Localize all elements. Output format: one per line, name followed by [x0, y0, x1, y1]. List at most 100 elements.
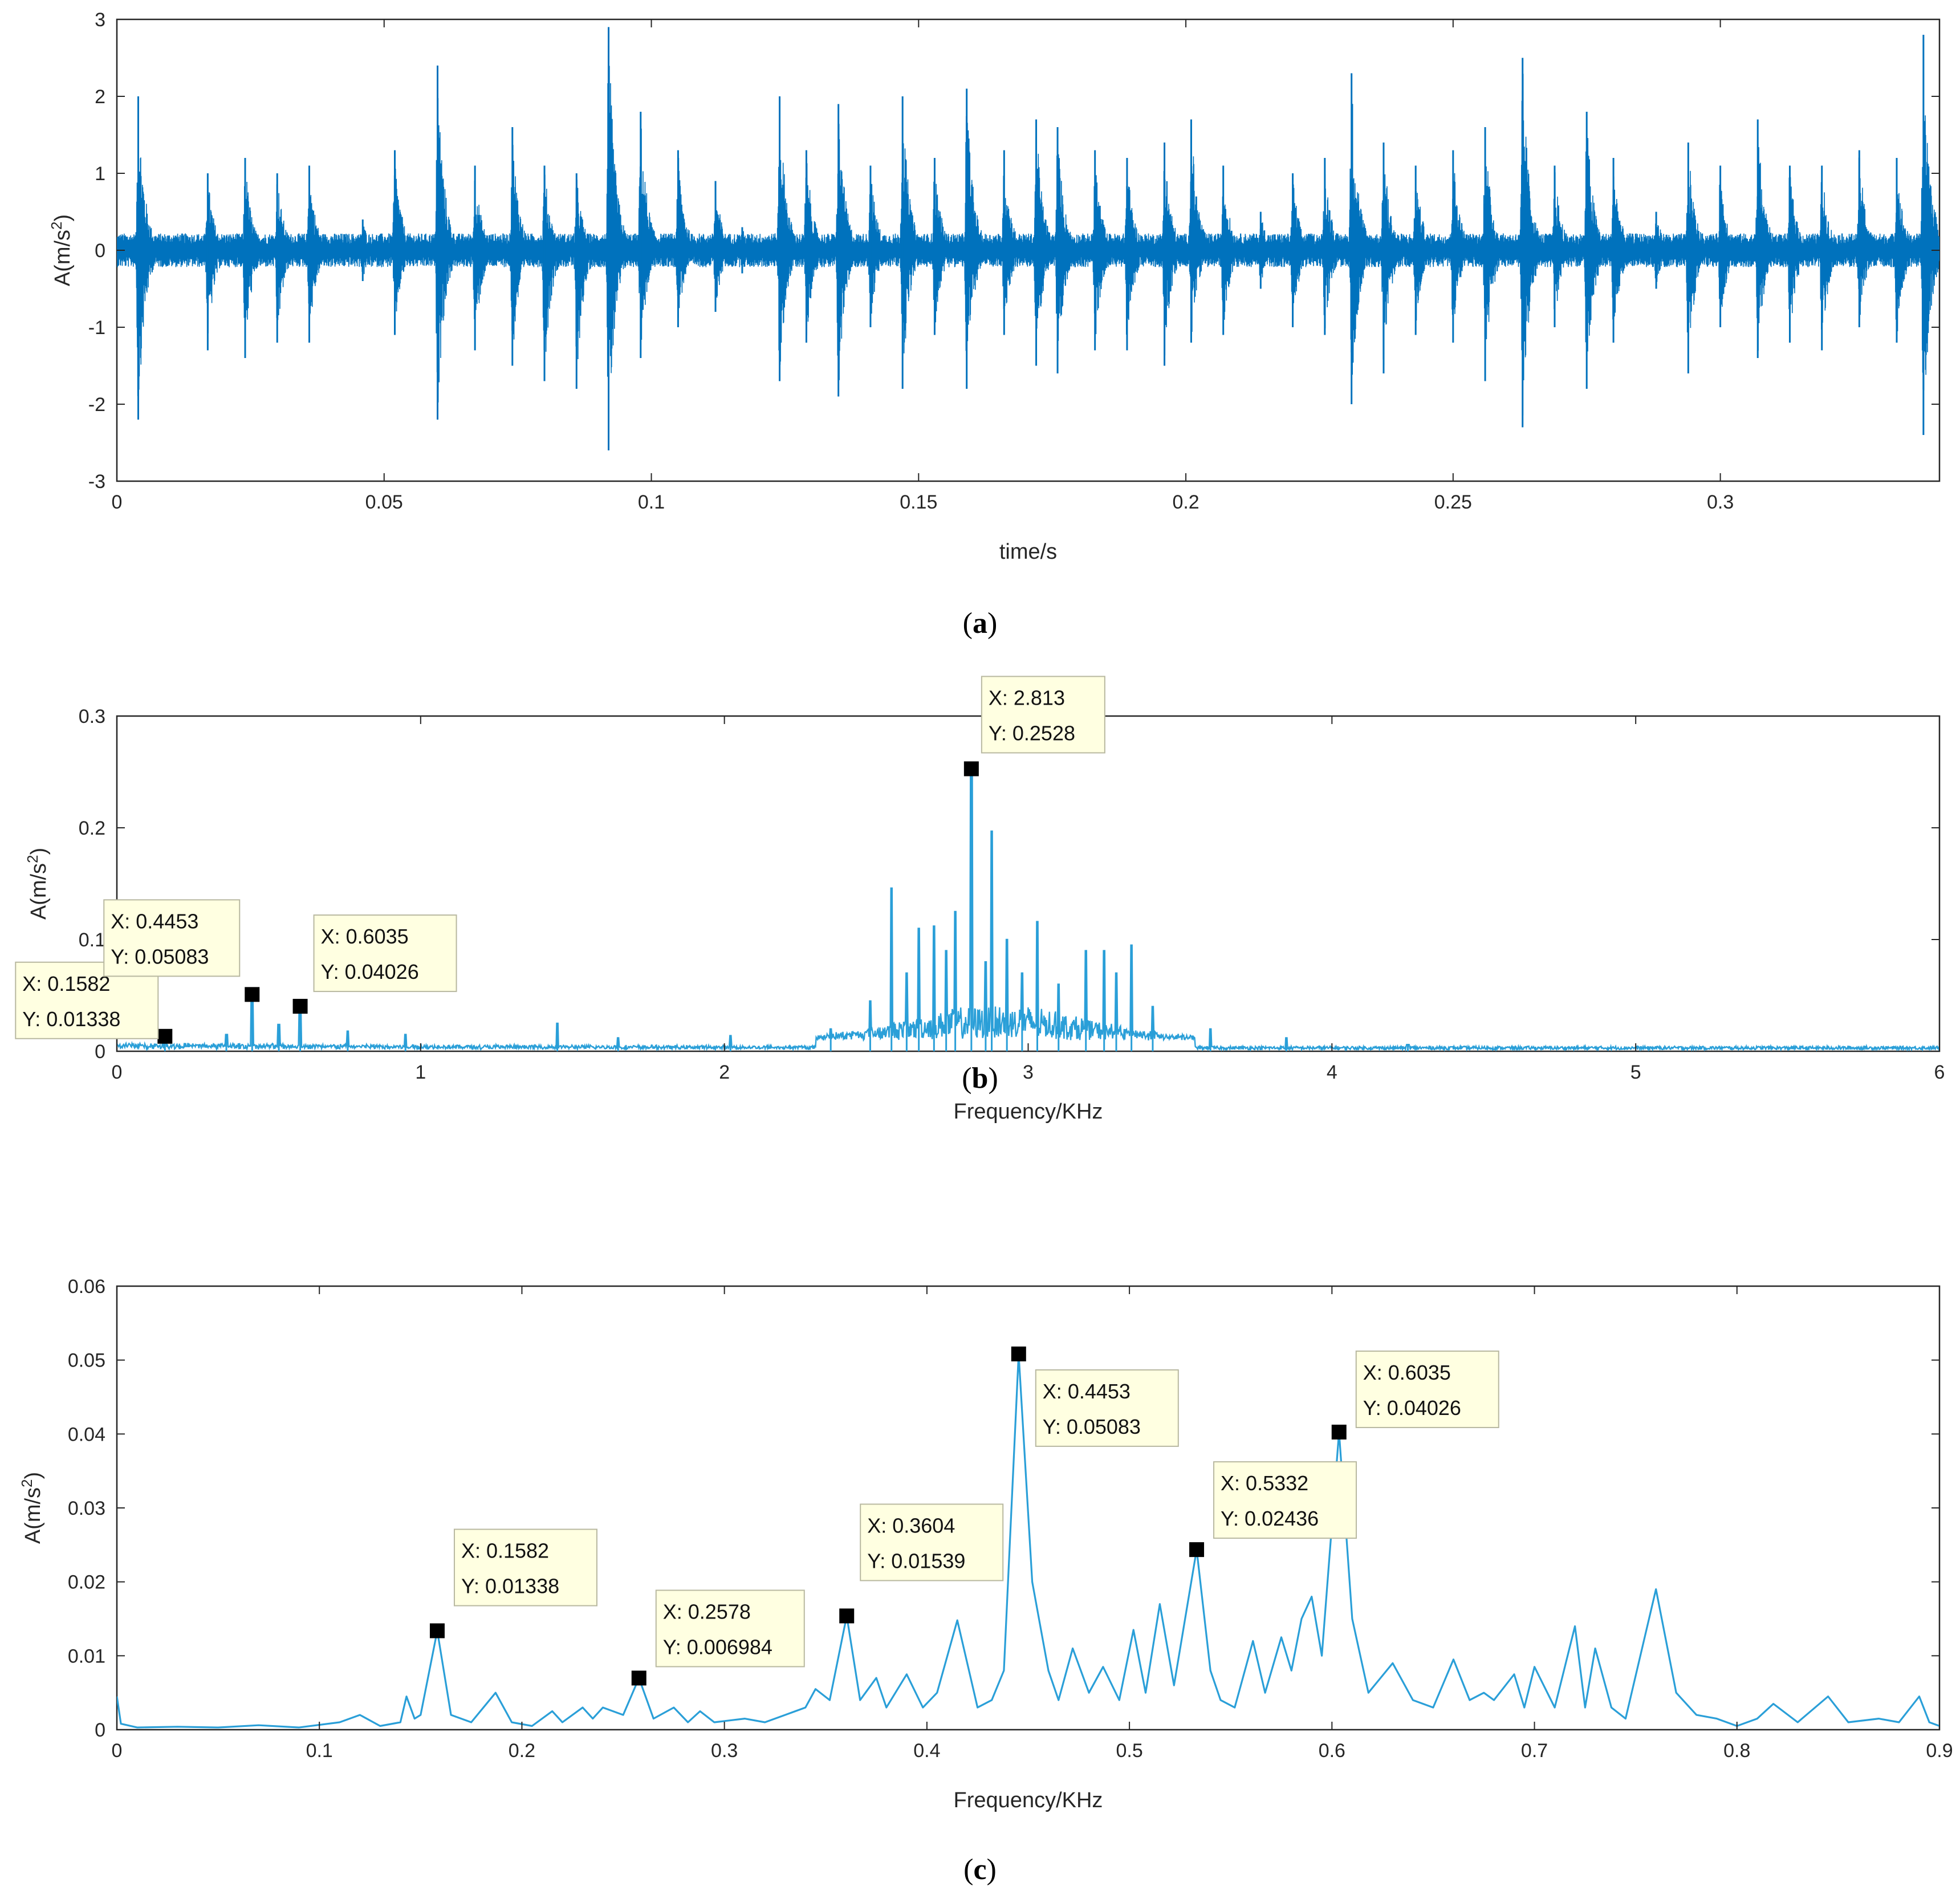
figure-caption: (c) — [963, 1853, 997, 1886]
y-tick-label: 0.05 — [68, 1350, 105, 1372]
datatip-y-label: Y: 0.05083 — [111, 945, 209, 968]
x-tick-label: 0.3 — [711, 1740, 738, 1762]
datatip: X: 0.4453 Y: 0.05083 — [103, 899, 260, 1002]
datatip-box — [103, 899, 241, 977]
y-tick-label: 1 — [95, 163, 105, 185]
datatip: X: 0.4453 Y: 0.05083 — [1011, 1346, 1179, 1447]
x-tick-label: 3 — [1023, 1062, 1034, 1083]
datatip-marker — [1011, 1346, 1026, 1361]
x-tick-label: 0.25 — [1434, 491, 1472, 513]
chart-c: 0 0.1 0.2 0.3 0.4 0.5 0.6 0.7 0.8 0.9 0 0.01 0.02 0.0… — [18, 1276, 1953, 1886]
datatip-y-label: Y: 0.05083 — [1043, 1415, 1141, 1438]
datatip-x-label: X: 0.4453 — [1043, 1380, 1131, 1403]
datatip-y-label: Y: 0.01338 — [22, 1007, 120, 1031]
x-axis-label: Frequency/KHz — [954, 1788, 1103, 1812]
datatip-marker — [1189, 1542, 1205, 1558]
x-tick-label: 4 — [1327, 1062, 1337, 1083]
datatip: X: 0.3604 Y: 0.01539 — [839, 1503, 1004, 1624]
x-tick-label: 0.6 — [1319, 1740, 1345, 1762]
y-axis-label: A(m/s2) — [48, 214, 75, 286]
datatip-box — [313, 914, 457, 993]
figure-caption: (b) — [962, 1062, 998, 1095]
x-tick-label: 0.8 — [1723, 1740, 1750, 1762]
datatip-y-label: Y: 0.01338 — [461, 1575, 559, 1598]
y-axis-label: A(m/s2) — [24, 848, 51, 920]
x-tick-label: 0.7 — [1521, 1740, 1548, 1762]
chart-a: 0 0.05 0.1 0.15 0.2 0.25 0.3 -3 -2 -1 0 1 2 3 time/s A(… — [48, 9, 1941, 640]
datatip-box — [860, 1503, 1004, 1581]
datatip-marker — [839, 1608, 855, 1624]
datatip-x-label: X: 0.4453 — [111, 909, 198, 933]
datatip: X: 2.813 Y: 0.2528 — [963, 676, 1105, 776]
x-tick-label: 2 — [719, 1062, 730, 1083]
datatip: X: 0.6035 Y: 0.04026 — [292, 914, 457, 1014]
y-axis-label: A(m/s2) — [18, 1472, 45, 1544]
datatip-marker — [245, 987, 260, 1002]
y-tick-label: 0.2 — [79, 818, 105, 839]
x-tick-label: 0.15 — [900, 491, 937, 513]
datatip-box — [453, 1528, 597, 1607]
datatip: X: 0.5332 Y: 0.02436 — [1189, 1461, 1357, 1558]
series-spectrum-line — [117, 1353, 1939, 1729]
y-tick-label: 0.02 — [68, 1572, 105, 1593]
datatip-y-label: Y: 0.04026 — [1363, 1396, 1461, 1420]
datatip-marker — [429, 1623, 445, 1638]
y-tick-label: 0 — [95, 240, 105, 262]
datatip-marker — [1331, 1424, 1347, 1440]
y-tick-label: 0.04 — [68, 1424, 105, 1445]
datatip-x-label: X: 0.1582 — [22, 972, 110, 995]
datatip-marker — [157, 1028, 173, 1044]
x-tick-label: 0.1 — [638, 491, 665, 513]
plot-layer — [117, 27, 1939, 450]
x-tick-label: 0.5 — [1116, 1740, 1142, 1762]
datatip-y-label: Y: 0.02436 — [1221, 1507, 1319, 1530]
datatip: X: 0.1582 Y: 0.01338 — [429, 1528, 597, 1638]
datatip-y-label: Y: 0.01539 — [867, 1549, 965, 1572]
x-tick-label: 0 — [112, 1740, 123, 1762]
y-tick-label: 2 — [95, 86, 105, 108]
x-tick-label: 6 — [1934, 1062, 1945, 1083]
datatip-x-label: X: 2.813 — [989, 686, 1065, 710]
datatip-box — [981, 676, 1105, 754]
x-tick-label: 0.9 — [1926, 1740, 1953, 1762]
datatip-box — [1213, 1461, 1357, 1539]
x-tick-label: 0 — [112, 491, 123, 513]
x-tick-label: 0.1 — [306, 1740, 333, 1762]
datatip-marker — [963, 761, 979, 776]
datatip-y-label: Y: 0.04026 — [321, 960, 419, 983]
datatip-x-label: X: 0.2578 — [663, 1600, 751, 1623]
datatip-marker — [292, 999, 308, 1014]
x-tick-label: 0.4 — [913, 1740, 940, 1762]
x-axis-label: Frequency/KHz — [954, 1100, 1103, 1124]
datatip-x-label: X: 0.1582 — [461, 1539, 549, 1563]
y-tick-label: 0.01 — [68, 1645, 105, 1667]
chart-b: 0 1 2 3 4 5 6 0 0.1 0.2 0.3 Frequency/KHz A(m/s2) (b)… — [15, 676, 1945, 1124]
y-tick-label: -3 — [88, 471, 105, 493]
datatip-x-label: X: 0.3604 — [867, 1514, 955, 1537]
datatip: X: 0.2578 Y: 0.006984 — [631, 1589, 805, 1686]
y-tick-label: 0.3 — [79, 706, 105, 727]
datatip: X: 0.1582 Y: 0.01338 — [15, 961, 173, 1044]
figure-caption: (a) — [963, 607, 998, 640]
datatip-x-label: X: 0.6035 — [321, 925, 409, 948]
y-tick-label: 0.06 — [68, 1276, 105, 1298]
x-tick-label: 0.2 — [1172, 491, 1199, 513]
x-tick-label: 1 — [415, 1062, 426, 1083]
plot-area — [116, 715, 1941, 1052]
datatip-box — [1355, 1350, 1499, 1428]
datatip-box — [655, 1589, 805, 1668]
datatip-y-label: Y: 0.006984 — [663, 1635, 772, 1658]
y-tick-label: 0 — [95, 1041, 105, 1063]
x-tick-label: 0.3 — [1707, 491, 1734, 513]
y-tick-label: 0.1 — [79, 929, 105, 951]
series-signal-line — [117, 33, 1939, 416]
y-tick-label: 3 — [95, 9, 105, 31]
datatip-box — [15, 961, 159, 1039]
datatip-y-label: Y: 0.2528 — [989, 722, 1075, 745]
x-tick-label: 0.2 — [509, 1740, 535, 1762]
x-tick-label: 0 — [112, 1062, 123, 1083]
datatip-box — [1035, 1369, 1179, 1447]
x-axis-label: time/s — [999, 540, 1057, 564]
datatip-x-label: X: 0.6035 — [1363, 1361, 1451, 1384]
